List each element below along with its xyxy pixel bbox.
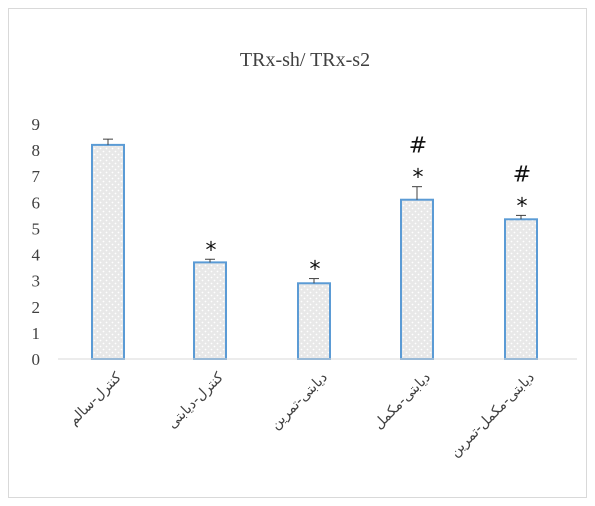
significance-asterisk: * — [413, 166, 424, 191]
y-tick-label: 4 — [32, 246, 41, 265]
significance-asterisk: * — [310, 258, 321, 283]
y-tick-label: 3 — [32, 272, 41, 291]
category-label: دیابتی-مکمل-تمرین — [447, 370, 538, 461]
category-label: دیابتی-مکمل — [371, 370, 434, 433]
bar — [297, 282, 331, 360]
significance-asterisk: * — [517, 194, 528, 219]
bar — [400, 198, 434, 360]
significance-hash: # — [513, 162, 531, 187]
category-label: کنترل-دیابتی — [164, 369, 227, 432]
significance-asterisk: * — [206, 238, 217, 263]
significance-hash: # — [409, 134, 427, 159]
y-tick-label: 9 — [32, 115, 41, 134]
y-tick-label: 5 — [32, 219, 41, 238]
y-tick-label: 7 — [32, 167, 41, 186]
bar — [193, 261, 227, 360]
bar — [504, 218, 538, 360]
y-tick-label: 8 — [32, 141, 41, 160]
y-tick-label: 2 — [32, 298, 41, 317]
y-tick-label: 0 — [32, 350, 41, 369]
chart-title: TRx-sh/ TRx-s2 — [240, 49, 370, 71]
category-label: کنترل-سالم — [66, 369, 125, 428]
y-tick-label: 6 — [32, 193, 41, 212]
bar — [91, 143, 125, 360]
y-tick-label: 1 — [32, 324, 41, 343]
category-label: دیابتی-تمرین — [268, 370, 331, 433]
